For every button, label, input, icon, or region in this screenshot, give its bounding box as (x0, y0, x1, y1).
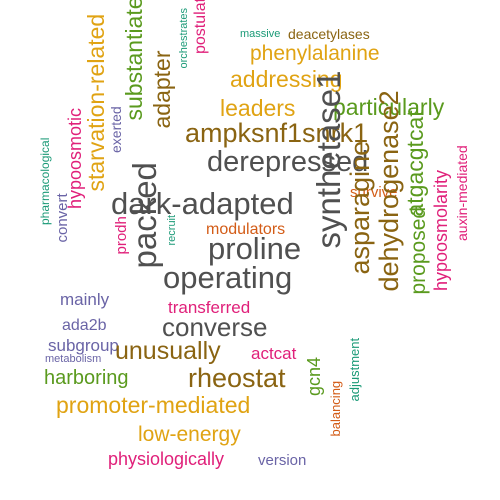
word-derepressed: derepressed (207, 146, 369, 178)
word-convert: convert (54, 193, 71, 243)
word-balancing: balancing (328, 380, 343, 437)
word-metabolism: metabolism (45, 353, 102, 365)
word-asparagine: asparagine (345, 140, 375, 275)
word-starvation-related: starvation-related (83, 13, 109, 192)
word-packed: packed (126, 162, 163, 269)
word-physiologically: physiologically (108, 449, 225, 469)
word-leaders: leaders (220, 95, 296, 121)
word-exerted: exerted (108, 106, 124, 153)
word-phenylalanine: phenylalanine (250, 42, 380, 65)
word-orchestrates: orchestrates (178, 7, 190, 69)
word-modulators: modulators (206, 221, 286, 238)
word-ampksnf1snrk1: ampksnf1snrk1 (185, 118, 369, 148)
word-converse: converse (162, 312, 268, 342)
word-synthetase1: synthetase1 (310, 70, 347, 249)
word-transferred: transferred (168, 298, 251, 317)
word-massive: massive (240, 28, 281, 40)
word-atgacgtcat: atgacgtcat (402, 110, 428, 217)
word-auxin-mediated: auxin-mediated (454, 145, 470, 241)
word-recruit: recruit (166, 214, 178, 246)
word-operating: operating (163, 260, 293, 295)
word-adjustment: adjustment (347, 337, 362, 402)
word-dehydrogenase2: dehydrogenase2 (374, 90, 404, 292)
word-version: version (258, 452, 307, 469)
word-promoter-mediated: promoter-mediated (56, 392, 251, 418)
word-ada2b: ada2b (62, 317, 107, 334)
word-pharmacological: pharmacological (38, 137, 52, 225)
word-unusually: unusually (115, 337, 221, 365)
word-harboring: harboring (44, 367, 129, 389)
word-hypoosmolarity: hypoosmolarity (431, 169, 451, 291)
word-actcat: actcat (251, 344, 297, 363)
word-proposed: proposed (407, 206, 430, 295)
word-subgroup: subgroup (48, 336, 119, 355)
word-survive: survive (350, 184, 398, 201)
word-adapter: adapter (149, 50, 175, 129)
word-proline: proline (208, 231, 302, 266)
word-substantiate: substantiate (121, 0, 147, 121)
word-mainly: mainly (60, 290, 110, 309)
word-dark-adapted: dark-adapted (111, 186, 294, 221)
word-gcn4: gcn4 (304, 356, 324, 396)
word-rheostat: rheostat (188, 363, 286, 393)
word-particularly: particularly (333, 94, 445, 120)
word-postulated: postulated (192, 0, 209, 54)
word-addressing: addressing (230, 66, 343, 92)
word-deacetylases: deacetylases (288, 26, 370, 42)
word-low-energy: low-energy (138, 423, 241, 446)
